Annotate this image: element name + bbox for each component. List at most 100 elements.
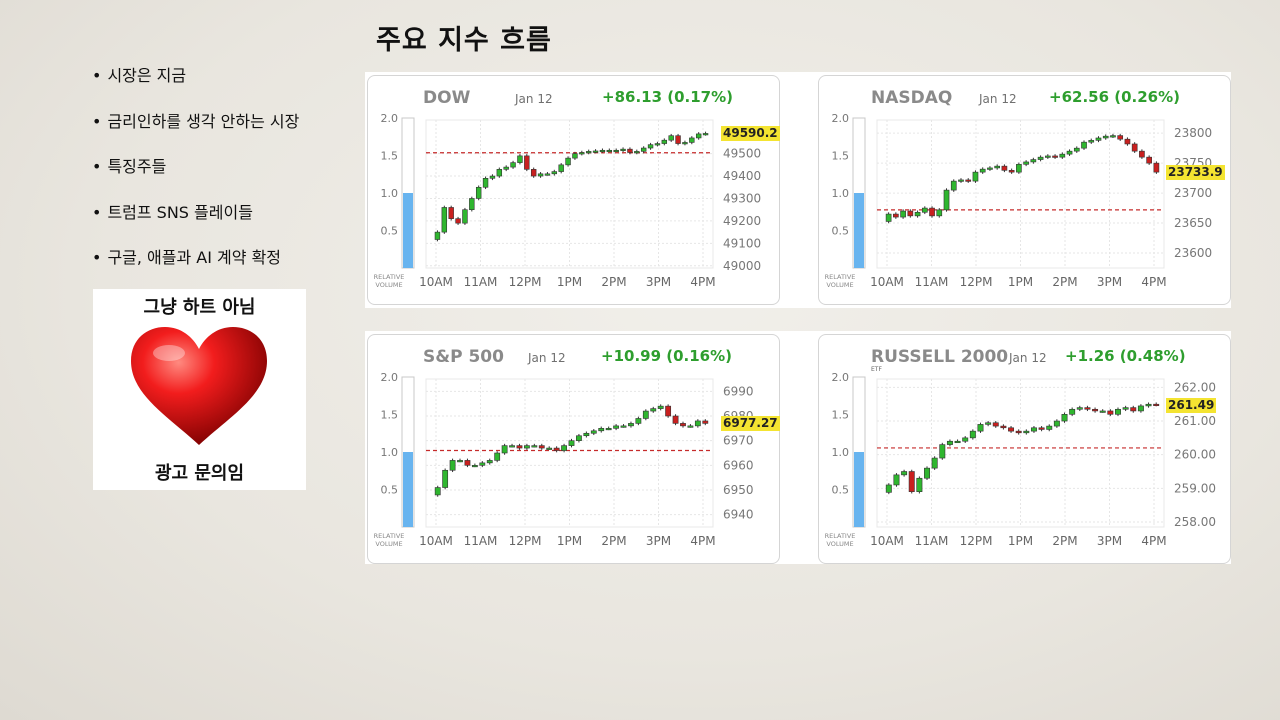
y-tick-label: 6960	[723, 458, 754, 472]
candle-body	[657, 405, 664, 409]
last-price-label: 261.49	[1166, 397, 1217, 413]
y-tick-label: 49100	[723, 236, 761, 250]
candle-body	[921, 207, 928, 213]
volume-tick-label: 1.0	[381, 446, 399, 459]
candle-body	[1145, 403, 1152, 407]
chart-title: DOW	[423, 88, 471, 108]
chart-date: Jan 12	[1009, 351, 1047, 365]
candle-body	[572, 153, 578, 159]
y-tick-label: 260.00	[1174, 448, 1216, 462]
candle-body	[464, 460, 471, 466]
candle-body	[977, 424, 984, 432]
candle-body	[579, 152, 585, 155]
candle-body	[924, 467, 930, 479]
bullet-item: 특징주들	[92, 153, 299, 199]
candle-body	[687, 425, 694, 428]
y-tick-label: 49400	[723, 169, 761, 183]
candle-body	[613, 425, 619, 429]
candle-body	[462, 209, 468, 224]
volume-tick-label: 1.0	[832, 187, 850, 200]
russell-chart-panel: 0.5 1.0 1.5 2.0 RELATIVE VOLUME 258.00 259.00 26…	[818, 334, 1231, 564]
x-tick-label: 1PM	[1008, 275, 1033, 289]
volume-axis-label: RELATIVE	[374, 532, 405, 540]
volume-axis-label: RELATIVE	[374, 273, 405, 281]
chart-subtitle: ETF	[871, 366, 882, 373]
volume-tick-label: 1.5	[381, 150, 399, 163]
x-tick-label: 11AM	[915, 275, 949, 289]
candle-body	[1037, 156, 1044, 160]
candle-body	[1008, 170, 1015, 173]
y-tick-label: 23650	[1174, 216, 1212, 230]
candle-body	[455, 218, 461, 224]
ad-box[interactable]: 그냥 하트 아님 광고 문의임	[93, 289, 306, 490]
candle-body	[1044, 155, 1051, 158]
candle-body	[585, 151, 592, 154]
candle-body	[469, 198, 475, 210]
candle-body	[694, 420, 701, 427]
candle-body	[1038, 427, 1045, 430]
candle-body	[929, 207, 935, 217]
candle-body	[936, 209, 943, 217]
volume-tick-label: 0.5	[832, 225, 850, 238]
candle-body	[1137, 405, 1144, 412]
volume-tick-label: 2.0	[832, 371, 850, 384]
y-tick-label: 6990	[723, 384, 754, 398]
candle-body	[457, 460, 463, 463]
x-tick-label: 3PM	[1097, 275, 1122, 289]
last-price-label: 6977.27	[721, 416, 780, 432]
candle-body	[1030, 159, 1037, 163]
candle-body	[635, 418, 642, 424]
candle-body	[590, 430, 597, 434]
candle-body	[509, 445, 515, 448]
candle-body	[489, 175, 496, 179]
candle-body	[628, 423, 634, 427]
sp500-chart-panel: 0.5 1.0 1.5 2.0 RELATIVE VOLUME 6940 6950 6960 69…	[367, 334, 780, 564]
candle-body	[979, 168, 986, 173]
candle-body	[695, 133, 702, 139]
volume-tick-label: 2.0	[381, 112, 399, 125]
y-tick-label: 23700	[1174, 186, 1212, 200]
candle-body	[1023, 430, 1030, 434]
candle-body	[434, 231, 441, 240]
candle-body	[962, 437, 969, 442]
candle-body	[661, 139, 668, 144]
candle-body	[689, 137, 695, 143]
bullet-item: 트럼프 SNS 플레이들	[92, 199, 299, 245]
candle-body	[958, 179, 964, 182]
x-tick-label: 11AM	[915, 534, 949, 548]
volume-axis-label: RELATIVE	[825, 273, 856, 281]
ad-bottom-text: 광고 문의임	[154, 463, 245, 484]
candle-body	[449, 460, 456, 471]
candle-body	[442, 469, 449, 488]
candle-body	[537, 173, 544, 177]
candle-body	[668, 135, 674, 141]
candle-body	[1153, 162, 1160, 173]
candle-body	[1023, 161, 1029, 165]
candle-body	[510, 162, 516, 168]
candle-body	[475, 186, 482, 199]
y-tick-label: 6940	[723, 508, 754, 522]
candle-body	[1052, 155, 1058, 158]
candle-body	[885, 213, 892, 222]
candle-body	[702, 420, 709, 424]
candle-body	[901, 471, 908, 476]
candle-body	[592, 150, 599, 153]
x-tick-label: 11AM	[464, 534, 498, 548]
candle-body	[893, 213, 899, 218]
x-tick-label: 2PM	[1052, 534, 1077, 548]
candle-body	[1069, 408, 1076, 415]
y-tick-label: 262.00	[1174, 380, 1216, 394]
candle-body	[1092, 408, 1099, 412]
volume-tick-label: 1.5	[832, 150, 850, 163]
candle-body	[1102, 135, 1109, 139]
candle-body	[544, 173, 551, 176]
candle-body	[1088, 140, 1095, 143]
candle-body	[985, 422, 992, 425]
candle-body	[1061, 414, 1068, 422]
candle-body	[1130, 407, 1137, 412]
x-tick-label: 4PM	[1141, 275, 1166, 289]
x-tick-label: 1PM	[557, 534, 582, 548]
chart-change: +10.99 (0.16%)	[601, 347, 732, 365]
candle-body	[654, 143, 661, 146]
